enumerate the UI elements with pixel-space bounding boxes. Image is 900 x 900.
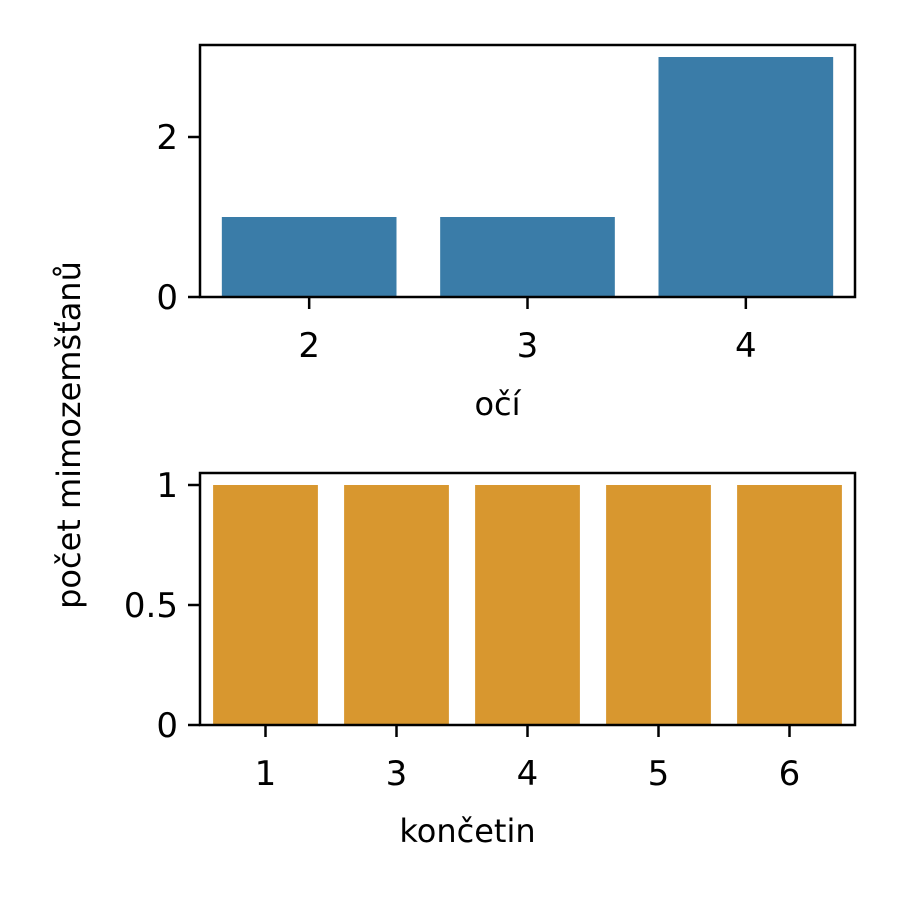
shared-y-axis-label: počet mimozemšťanů	[50, 261, 88, 609]
y-tick-label-limbs-0: 0	[156, 706, 178, 746]
bar-limbs-1	[213, 485, 318, 725]
y-tick-label-eyes-2: 2	[156, 118, 178, 158]
bar-eyes-4	[658, 57, 834, 297]
x-axis-label-limbs: končetin	[399, 812, 535, 850]
x-tick-label-limbs-1: 1	[255, 754, 277, 794]
bar-limbs-6	[737, 485, 842, 725]
y-tick-label-limbs-0.5: 0.5	[124, 586, 178, 626]
x-tick-label-limbs-6: 6	[779, 754, 801, 794]
x-tick-label-eyes-3: 3	[517, 326, 539, 366]
x-tick-label-eyes-4: 4	[735, 326, 757, 366]
bar-limbs-4	[475, 485, 580, 725]
x-tick-label-limbs-3: 3	[386, 754, 408, 794]
bar-eyes-2	[221, 217, 397, 297]
chart-bottom-limbs: 1 3 4 5 6 0 0.5 1 končetin	[124, 466, 857, 850]
x-tick-label-limbs-4: 4	[517, 754, 539, 794]
chart-top-eyes: 2 3 4 0 2 očí	[156, 43, 857, 423]
bar-eyes-3	[440, 217, 615, 297]
bar-limbs-5	[606, 485, 711, 725]
x-tick-label-limbs-5: 5	[648, 754, 670, 794]
y-tick-label-limbs-1: 1	[156, 466, 178, 506]
x-axis-label-eyes: očí	[474, 385, 521, 423]
x-tick-label-eyes-2: 2	[298, 326, 320, 366]
bar-limbs-3	[344, 485, 449, 725]
y-tick-label-eyes-0: 0	[156, 278, 178, 318]
